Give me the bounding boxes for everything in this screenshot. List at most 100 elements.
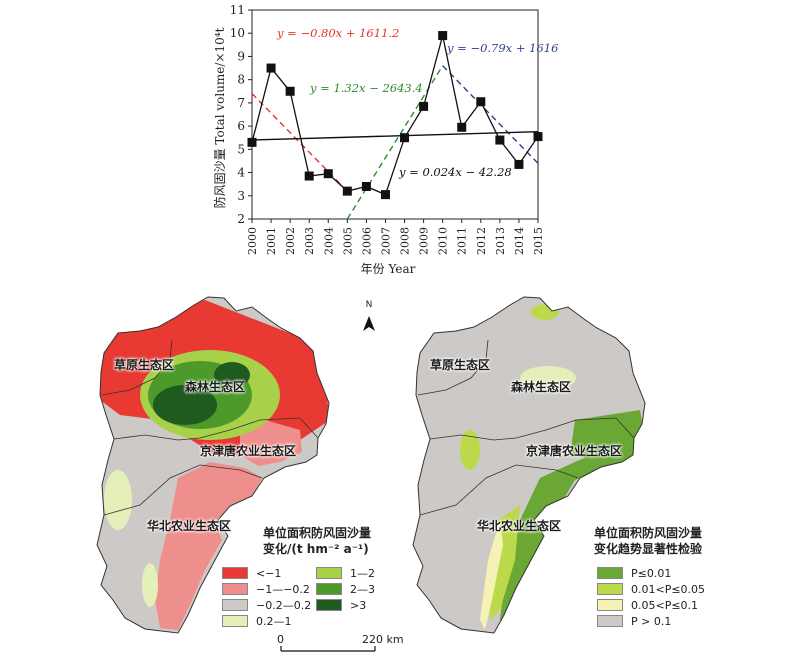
legend-item: 0.05<P≤0.1 bbox=[597, 598, 698, 612]
y-axis-label: 防风固沙量 Total volume/×10⁴t bbox=[212, 27, 227, 208]
legend-title-left-line1: 单位面积防风固沙量 bbox=[263, 526, 372, 540]
legend-label: −1—−0.2 bbox=[256, 582, 310, 596]
scale-end-label: 220 km bbox=[362, 633, 404, 646]
legend-swatch bbox=[222, 615, 248, 627]
legend-label: 1—2 bbox=[350, 566, 375, 580]
legend-item: 0.2—1 bbox=[222, 614, 292, 628]
x-tick-label: 2012 bbox=[475, 227, 488, 255]
trendlines bbox=[251, 65, 539, 220]
y-tick-label: 3 bbox=[237, 189, 245, 203]
legend-item: P > 0.1 bbox=[597, 614, 671, 628]
legend-swatch bbox=[597, 567, 623, 579]
region-label-grassland-left: 草原生态区 bbox=[114, 358, 175, 372]
legend-title-left: 单位面积防风固沙量 变化/(t hm⁻² a⁻¹) bbox=[263, 525, 371, 557]
legend-swatch bbox=[597, 583, 623, 595]
legend-swatch bbox=[316, 583, 342, 595]
y-tick-label: 10 bbox=[230, 26, 245, 40]
legend-label: <−1 bbox=[256, 566, 282, 580]
legend-label: −0.2—0.2 bbox=[256, 598, 312, 612]
legend-item: P≤0.01 bbox=[597, 566, 671, 580]
series-line bbox=[251, 35, 539, 196]
plot-area bbox=[251, 9, 539, 220]
data-point bbox=[419, 101, 429, 111]
legend-swatch bbox=[597, 615, 623, 627]
data-point bbox=[247, 137, 257, 147]
region-label-jjt-right: 京津唐农业生态区 bbox=[526, 444, 623, 458]
legend-swatch bbox=[316, 599, 342, 611]
trend-label-blue: y = −0.79x + 1616 bbox=[446, 41, 558, 55]
x-tick-label: 2013 bbox=[494, 227, 507, 255]
data-point bbox=[438, 31, 448, 41]
data-point bbox=[457, 122, 467, 132]
y-tick-label: 7 bbox=[237, 96, 245, 110]
x-tick-label: 2010 bbox=[437, 227, 450, 255]
trendline bbox=[251, 130, 539, 141]
data-point bbox=[285, 86, 295, 96]
trendline bbox=[442, 65, 539, 164]
x-tick-label: 2005 bbox=[341, 227, 354, 255]
legend-title-right-line1: 单位面积防风固沙量 bbox=[594, 526, 703, 540]
x-tick-label: 2008 bbox=[399, 227, 412, 255]
data-point bbox=[323, 169, 333, 179]
legend-item: 2—3 bbox=[316, 582, 375, 596]
data-point bbox=[380, 190, 390, 200]
legend-swatch bbox=[222, 567, 248, 579]
y-tick-label: 9 bbox=[237, 49, 245, 63]
legend-label: 0.2—1 bbox=[256, 614, 292, 628]
y-tick-label: 4 bbox=[237, 166, 245, 180]
legend-label: P≤0.01 bbox=[631, 566, 672, 580]
legend-item: 0.01<P≤0.05 bbox=[597, 582, 705, 596]
data-point bbox=[533, 132, 543, 142]
data-point bbox=[342, 186, 352, 196]
data-point bbox=[495, 135, 505, 145]
data-point bbox=[400, 133, 410, 143]
legend-label: P > 0.1 bbox=[631, 614, 672, 628]
region-label-jjt-left: 京津唐农业生态区 bbox=[200, 444, 297, 458]
legend-item: >3 bbox=[316, 598, 366, 612]
legend-swatch bbox=[316, 567, 342, 579]
y-tick-label: 6 bbox=[237, 119, 245, 133]
region-label-forest-left: 森林生态区 bbox=[185, 380, 246, 394]
legend-label: 2—3 bbox=[350, 582, 375, 596]
x-axis: 2000 2001 2002 2003 2004 2005 2006 2007 2008 2009… bbox=[246, 219, 545, 255]
x-tick-label: 2006 bbox=[360, 227, 373, 255]
x-tick-label: 2003 bbox=[303, 227, 316, 255]
legend-label: 0.05<P≤0.1 bbox=[631, 598, 699, 612]
region-label-forest-right: 森林生态区 bbox=[511, 380, 572, 394]
x-tick-label: 2004 bbox=[322, 227, 335, 255]
legend-item: −1—−0.2 bbox=[222, 582, 310, 596]
x-tick-label: 2011 bbox=[456, 227, 469, 255]
scale-bar bbox=[280, 646, 376, 652]
data-point bbox=[514, 159, 524, 169]
legend-title-left-line2: 变化/(t hm⁻² a⁻¹) bbox=[263, 542, 369, 556]
plot-border bbox=[251, 9, 539, 220]
y-tick-label: 2 bbox=[237, 212, 245, 226]
legend-swatch bbox=[597, 599, 623, 611]
trend-label-black: y = 0.024x − 42.28 bbox=[398, 165, 512, 179]
north-arrow-icon bbox=[363, 316, 375, 331]
data-point bbox=[476, 97, 486, 107]
data-point bbox=[304, 171, 314, 181]
trendline bbox=[251, 93, 348, 192]
north-label: N bbox=[365, 300, 373, 310]
x-tick-label: 2014 bbox=[513, 227, 526, 255]
data-series bbox=[247, 31, 543, 200]
y-tick-label: 5 bbox=[237, 142, 245, 156]
trend-label-red: y = −0.80x + 1611.2 bbox=[276, 26, 399, 40]
region-label-huabei-left: 华北农业生态区 bbox=[147, 519, 232, 533]
y-tick-label: 8 bbox=[237, 73, 245, 87]
data-point bbox=[361, 181, 371, 191]
legend-label: >3 bbox=[350, 598, 367, 612]
trendline bbox=[346, 65, 444, 220]
y-tick-label: 11 bbox=[230, 3, 245, 17]
x-tick-label: 2009 bbox=[418, 227, 431, 255]
x-tick-label: 2001 bbox=[265, 227, 278, 255]
x-tick-label: 2007 bbox=[379, 227, 392, 255]
x-tick-label: 2000 bbox=[246, 227, 259, 255]
legend-item: 1—2 bbox=[316, 566, 375, 580]
legend-item: <−1 bbox=[222, 566, 281, 580]
scale-start-label: 0 bbox=[277, 633, 284, 646]
legend-swatch bbox=[222, 583, 248, 595]
legend-title-right-line2: 变化趋势显著性检验 bbox=[594, 542, 703, 556]
